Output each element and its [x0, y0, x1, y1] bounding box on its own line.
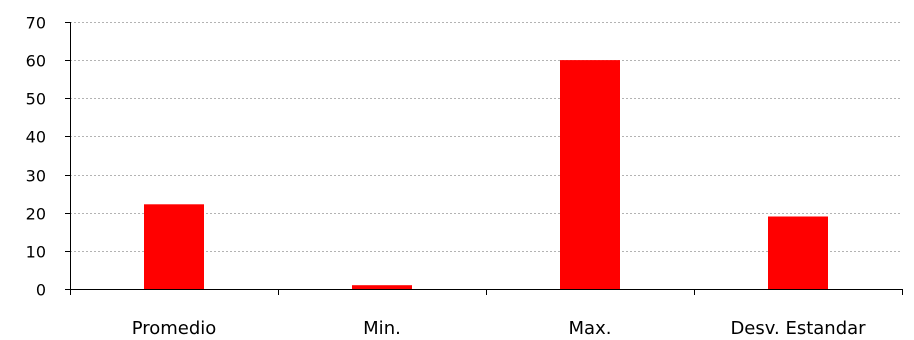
gridlines	[70, 22, 902, 252]
y-tick-label: 70	[26, 14, 46, 33]
bar-min	[352, 285, 412, 289]
bar-promedio	[144, 204, 204, 289]
bars	[144, 60, 828, 289]
y-tick-label: 50	[26, 90, 46, 109]
bar-max	[560, 60, 620, 289]
y-tick-label: 20	[26, 205, 46, 224]
y-tick-label: 10	[26, 243, 46, 262]
y-tick-label: 0	[36, 281, 46, 300]
y-tick-label: 30	[26, 167, 46, 186]
axes	[65, 22, 903, 295]
x-tick-label: Min.	[363, 318, 401, 339]
x-tick-label: Max.	[569, 318, 612, 339]
axis-labels: 0 10 20 30 40 50 60 70 Promedio Min. Max. Desv. Est…	[26, 14, 867, 340]
y-tick-label: 60	[26, 52, 46, 71]
x-tick-label: Promedio	[132, 318, 217, 339]
x-tick-label: Desv. Estandar	[730, 318, 866, 339]
bar-desv-estandar	[768, 216, 828, 289]
y-tick-label: 40	[26, 128, 46, 147]
